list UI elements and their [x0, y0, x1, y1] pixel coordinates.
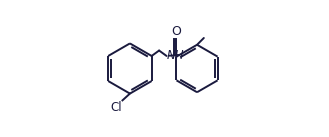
Text: O: O: [171, 25, 181, 38]
Text: Cl: Cl: [110, 102, 122, 114]
Text: NH: NH: [167, 49, 185, 62]
